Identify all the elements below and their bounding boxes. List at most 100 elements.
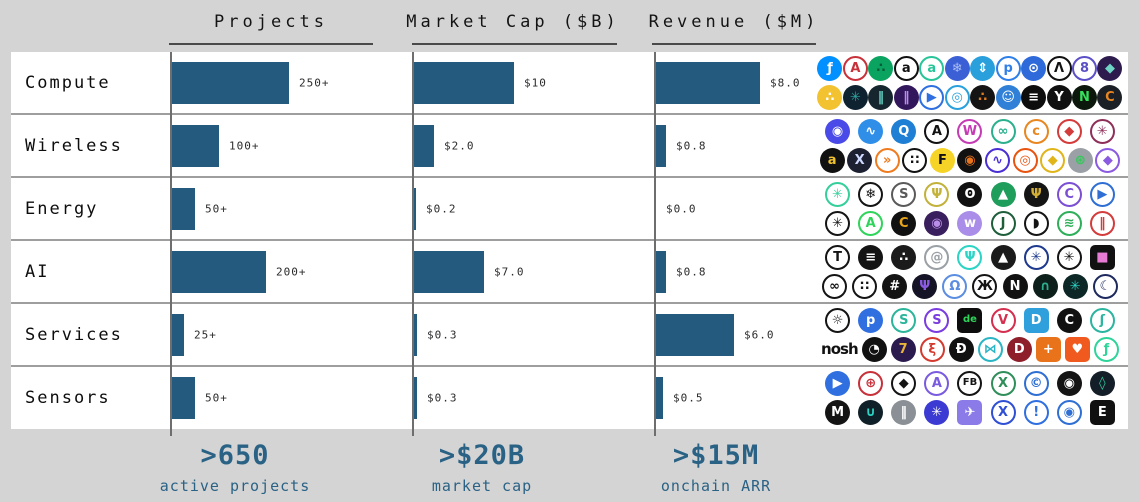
bar-services-1 [414, 313, 417, 356]
bar-value-label: $0.3 [427, 391, 458, 404]
teal-flame-a-logo-icon: ◊ [1089, 370, 1115, 396]
bar-sensors-1 [414, 376, 417, 419]
lilac-w-logo-icon: w [957, 210, 983, 236]
teal-node-logo-icon: ʃ [1089, 307, 1115, 333]
revenue-axis-line [654, 52, 656, 436]
tree-ring-logo-icon: Ψ [924, 181, 950, 207]
brain-outline-logo-icon: Ω [942, 273, 968, 299]
market-cap-axis-line [412, 52, 414, 436]
bar-value-label: $2.0 [444, 139, 475, 152]
akash-logo-icon: A [842, 55, 868, 81]
gold-sprout-logo-icon: Ψ [1023, 181, 1049, 207]
bar-value-label: 25+ [194, 328, 217, 341]
stat-market-cap: >$20B market cap [432, 440, 532, 495]
bar-wireless-1 [414, 124, 434, 167]
q-ring-logo-icon: Q [891, 118, 917, 144]
stat-active-projects-value: >650 [200, 440, 270, 471]
stat-market-cap-value: >$20B [438, 440, 526, 471]
stat-onchain-arr: >$15M onchain ARR [661, 440, 771, 495]
project-logo-grid: ▶ ⊕ ◆ A FB X © ◉ ◊ M ∪ ‖ ✳ ✈ X! ◉ E [817, 370, 1123, 426]
green-x-logo-icon: X [990, 370, 1016, 396]
bar-ai-2 [656, 250, 666, 293]
blue-ring-logo-icon: ◎ [944, 84, 970, 110]
nosh-logo-icon: nosh [821, 339, 859, 358]
green-j-logo-icon: J [990, 210, 1016, 236]
de-bike-logo-icon: de [957, 307, 983, 333]
sector-label: AI [25, 261, 50, 282]
m-disc-logo-icon: M [825, 399, 851, 425]
bar-services-2 [656, 313, 734, 356]
projects-header-underline [169, 43, 373, 45]
maze-hex-logo-icon: # [882, 273, 908, 299]
shield-logo-icon: ∪ [858, 399, 884, 425]
d-crimson-logo-icon: D [1006, 336, 1032, 362]
spoke-asterisk-logo-icon: ✳ [1056, 244, 1082, 270]
tipz-logo-icon: 7 [890, 336, 916, 362]
project-logo-grid: ◉ ∿ Q A W ∞ c ◆ ✳ a X» ∷ F ◉ ∿ ◎ ◆ ⊛ ◆ [817, 118, 1123, 174]
teal-mandala-logo-icon: ✳ [842, 84, 868, 110]
column-header-projects: Projects [214, 12, 328, 32]
t-serif-logo-icon: T [825, 244, 851, 270]
lambda-logo-icon: Λ [1046, 55, 1072, 81]
projects-axis-line [170, 52, 172, 436]
wingbits-logo-icon: ✈ [957, 399, 983, 425]
orange-c-logo-icon: C [1097, 84, 1123, 110]
bowtie-logo-icon: ⋈ [977, 336, 1003, 362]
v-badge-logo-icon: V [990, 307, 1016, 333]
stat-active-projects-label: active projects [159, 477, 311, 495]
logo-line: ∴ ✳ ‖ ‖ ▶ ◎ ∴ ☺ ≡ Y N C [817, 84, 1123, 111]
hex-network-logo-icon: ⊙ [1021, 55, 1047, 81]
color-cubes-logo-icon: ◆ [1056, 118, 1082, 144]
s-ring-logo-icon: S [924, 307, 950, 333]
bar-value-label: 250+ [299, 76, 330, 89]
purple-beacon-logo-icon: ∿ [985, 147, 1011, 173]
bar-ai-1 [414, 250, 484, 293]
bar-compute-2 [656, 61, 760, 104]
black-mandala-logo-icon: ❄ [858, 181, 884, 207]
red-globe-logo-icon: ⊕ [858, 370, 884, 396]
sector-row-sensors: Sensors 50+ $0.3 $0.5 ▶ ⊕ ◆ A FB X © ◉ ◊ M ∪ ‖ ✳ ✈ X! ◉ E [11, 367, 1128, 428]
sector-label: Energy [25, 198, 99, 219]
blue-bird-logo-icon: ▶ [1089, 181, 1115, 207]
e-panel-logo-icon: E [1089, 399, 1115, 425]
green-hat-logo-icon: ∩ [1032, 273, 1058, 299]
bar-value-label: $6.0 [744, 328, 775, 341]
logo-line: ∞ ∷ # Ψ Ω Ж N ∩ ✳ ☾ [817, 273, 1123, 300]
dash-coin-logo-icon: Đ [948, 336, 974, 362]
bar-ai-0 [172, 250, 266, 293]
chain-s-logo-icon: S [891, 307, 917, 333]
sound-disc-logo-icon: ‖ [891, 399, 917, 425]
revenue-header-underline [652, 43, 816, 45]
green-bloom-logo-icon: ✳ [825, 181, 851, 207]
compass-a-logo-icon: A [924, 370, 950, 396]
dark-pillars-logo-icon: ‖ [868, 84, 894, 110]
teal-shutter-logo-icon: ✳ [1062, 273, 1088, 299]
bar-value-label: $7.0 [494, 265, 525, 278]
violet-orb-logo-icon: ◉ [924, 210, 950, 236]
flame-logo-icon: ξ [919, 336, 945, 362]
toucan-logo-icon: ◗ [1023, 210, 1049, 236]
purple-c-logo-icon: C [1056, 181, 1082, 207]
stat-onchain-arr-value: >$15M [672, 440, 760, 471]
black-bars-logo-icon: ≡ [1021, 84, 1047, 110]
sector-row-ai: AI 200+ $7.0 $0.8 T ≡ ∴ @ Ψ ▲ ✳ ✳ ■ ∞ ∷ # Ψ Ω Ж N ∩ ✳ ☾ [11, 241, 1128, 304]
nous-logo-icon: N [1002, 273, 1028, 299]
violet-brain-logo-icon: Ψ [912, 273, 938, 299]
blue-bird-badge-logo-icon: ▶ [825, 370, 851, 396]
sector-chart-table: Compute 250+ $10 $8.0 ƒ A ∴ a a ❄ ⇕ p ⊙ Λ 8 ◆ ∴ ✳ ‖ ‖ ▶ ◎ ∴ ☺ ≡ Y… [11, 52, 1128, 429]
bar-value-label: $0.0 [666, 202, 697, 215]
bar-wireless-0 [172, 124, 219, 167]
dot-sphere-logo-icon: ∴ [891, 244, 917, 270]
d-road-logo-icon: D [1023, 307, 1049, 333]
fox-logo-icon: Y [1046, 84, 1072, 110]
bar-energy-0 [172, 187, 195, 230]
stat-onchain-arr-label: onchain ARR [660, 477, 772, 495]
sector-label: Services [25, 324, 123, 345]
maroon-weave-logo-icon: ✳ [1089, 118, 1115, 144]
black-prism-logo-icon: ◆ [891, 370, 917, 396]
hex-stack-logo-icon: ≡ [858, 244, 884, 270]
elevator-logo-icon: ⇕ [970, 55, 996, 81]
gradient-w-logo-icon: W [957, 118, 983, 144]
